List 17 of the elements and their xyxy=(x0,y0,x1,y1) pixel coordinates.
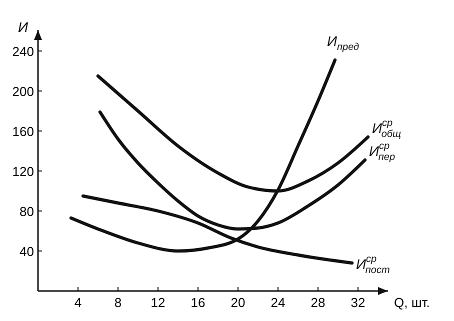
x-axis-title: Q, шт. xyxy=(394,295,430,310)
y-axis-title: И xyxy=(18,19,29,35)
x-tick-label: 24 xyxy=(270,295,286,310)
x-tick-label: 32 xyxy=(350,295,366,310)
series-label: И$_{пред}$ xyxy=(327,33,360,53)
y-tick-label: 240 xyxy=(12,44,34,59)
x-tick-label: 20 xyxy=(230,295,246,310)
x-tick-label: 16 xyxy=(190,295,206,310)
y-tick-label: 120 xyxy=(12,164,34,179)
x-tick-label: 4 xyxy=(74,295,82,310)
y-tick-label: 80 xyxy=(20,204,34,219)
x-tick-label: 28 xyxy=(310,295,326,310)
x-tick-label: 12 xyxy=(150,295,166,310)
y-tick-label: 160 xyxy=(12,124,34,139)
y-tick-label: 200 xyxy=(12,84,34,99)
y-tick-label: 40 xyxy=(20,244,34,259)
x-tick-label: 8 xyxy=(114,295,122,310)
